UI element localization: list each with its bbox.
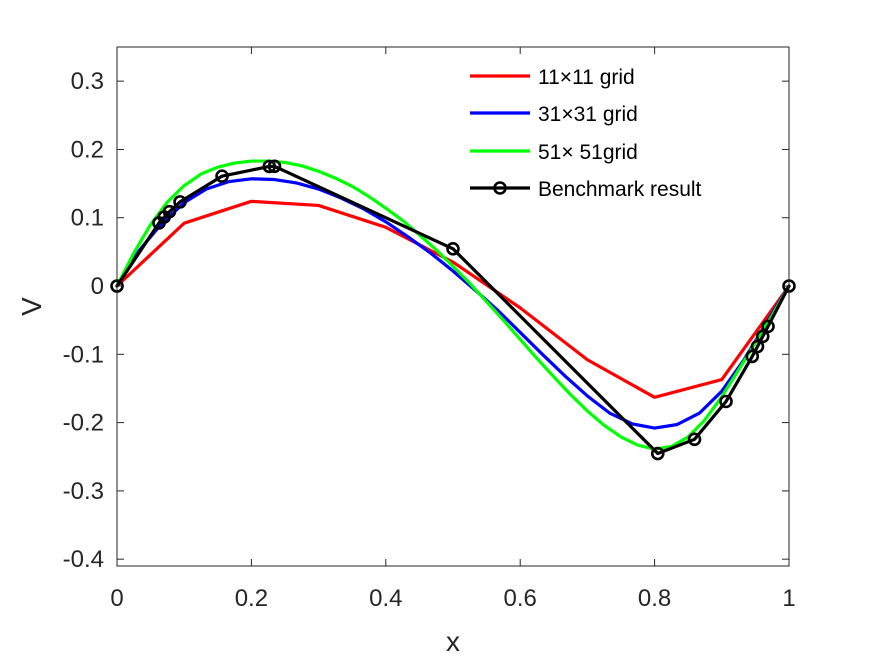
series-3-marker-15 bbox=[761, 319, 775, 334]
axes-layer bbox=[116, 46, 790, 567]
series-3-marker-5 bbox=[215, 169, 229, 183]
series-line-0 bbox=[115, 199, 791, 399]
series-3-marker-13 bbox=[750, 339, 765, 354]
series-3-marker-7 bbox=[267, 159, 282, 174]
legend: 11×11 grid 31×31 grid 51× 51grid Benchmark … bbox=[458, 58, 768, 206]
series-3-marker-10 bbox=[687, 432, 702, 447]
series-3-marker-9 bbox=[650, 446, 665, 461]
series-3-marker-3 bbox=[162, 204, 177, 219]
y-tick-label-4: 0 bbox=[91, 273, 104, 300]
series-line-1 bbox=[115, 177, 791, 430]
series-3-marker-11 bbox=[719, 394, 733, 409]
x-tick-label-4: 0.8 bbox=[638, 585, 671, 612]
axes-box bbox=[116, 46, 790, 567]
series-line-2 bbox=[115, 159, 791, 451]
legend-marker-3 bbox=[493, 181, 507, 195]
y-tick-label-3: -0.1 bbox=[63, 341, 104, 368]
y-tick-label-1: -0.3 bbox=[63, 478, 104, 505]
series-3-marker-12 bbox=[745, 349, 760, 364]
legend-label-2: 51× 51grid bbox=[538, 141, 638, 164]
y-tick-label-0: -0.4 bbox=[63, 546, 104, 573]
legend-box bbox=[458, 58, 768, 206]
legend-label-3: Benchmark result bbox=[538, 178, 702, 201]
x-axis-title: x bbox=[446, 626, 460, 656]
x-tick-label-2: 0.4 bbox=[369, 585, 402, 612]
legend-label-1: 31×31 grid bbox=[538, 103, 638, 126]
y-tick-label-7: 0.3 bbox=[71, 68, 104, 95]
y-tick-label-5: 0.1 bbox=[71, 205, 104, 232]
x-tick-label-0: 0 bbox=[110, 585, 123, 612]
ticks-layer: 0 0.2 0.4 0.6 0.8 1 -0.4 -0.3 -0.2 -0.1 0 0.1 0.2 0.3 bbox=[63, 47, 796, 612]
series-3-marker-8 bbox=[446, 241, 460, 256]
x-tick-label-1: 0.2 bbox=[235, 585, 268, 612]
series-3-marker-14 bbox=[755, 329, 770, 344]
y-tick-label-2: -0.2 bbox=[63, 410, 104, 437]
series-3-marker-6 bbox=[262, 159, 277, 174]
y-axis-title: V bbox=[16, 297, 47, 316]
x-tick-label-3: 0.6 bbox=[504, 585, 537, 612]
series-3-marker-4 bbox=[173, 195, 187, 209]
x-tick-label-5: 1 bbox=[782, 585, 795, 612]
y-tick-label-6: 0.2 bbox=[71, 136, 104, 163]
legend-label-0: 11×11 grid bbox=[538, 66, 635, 89]
